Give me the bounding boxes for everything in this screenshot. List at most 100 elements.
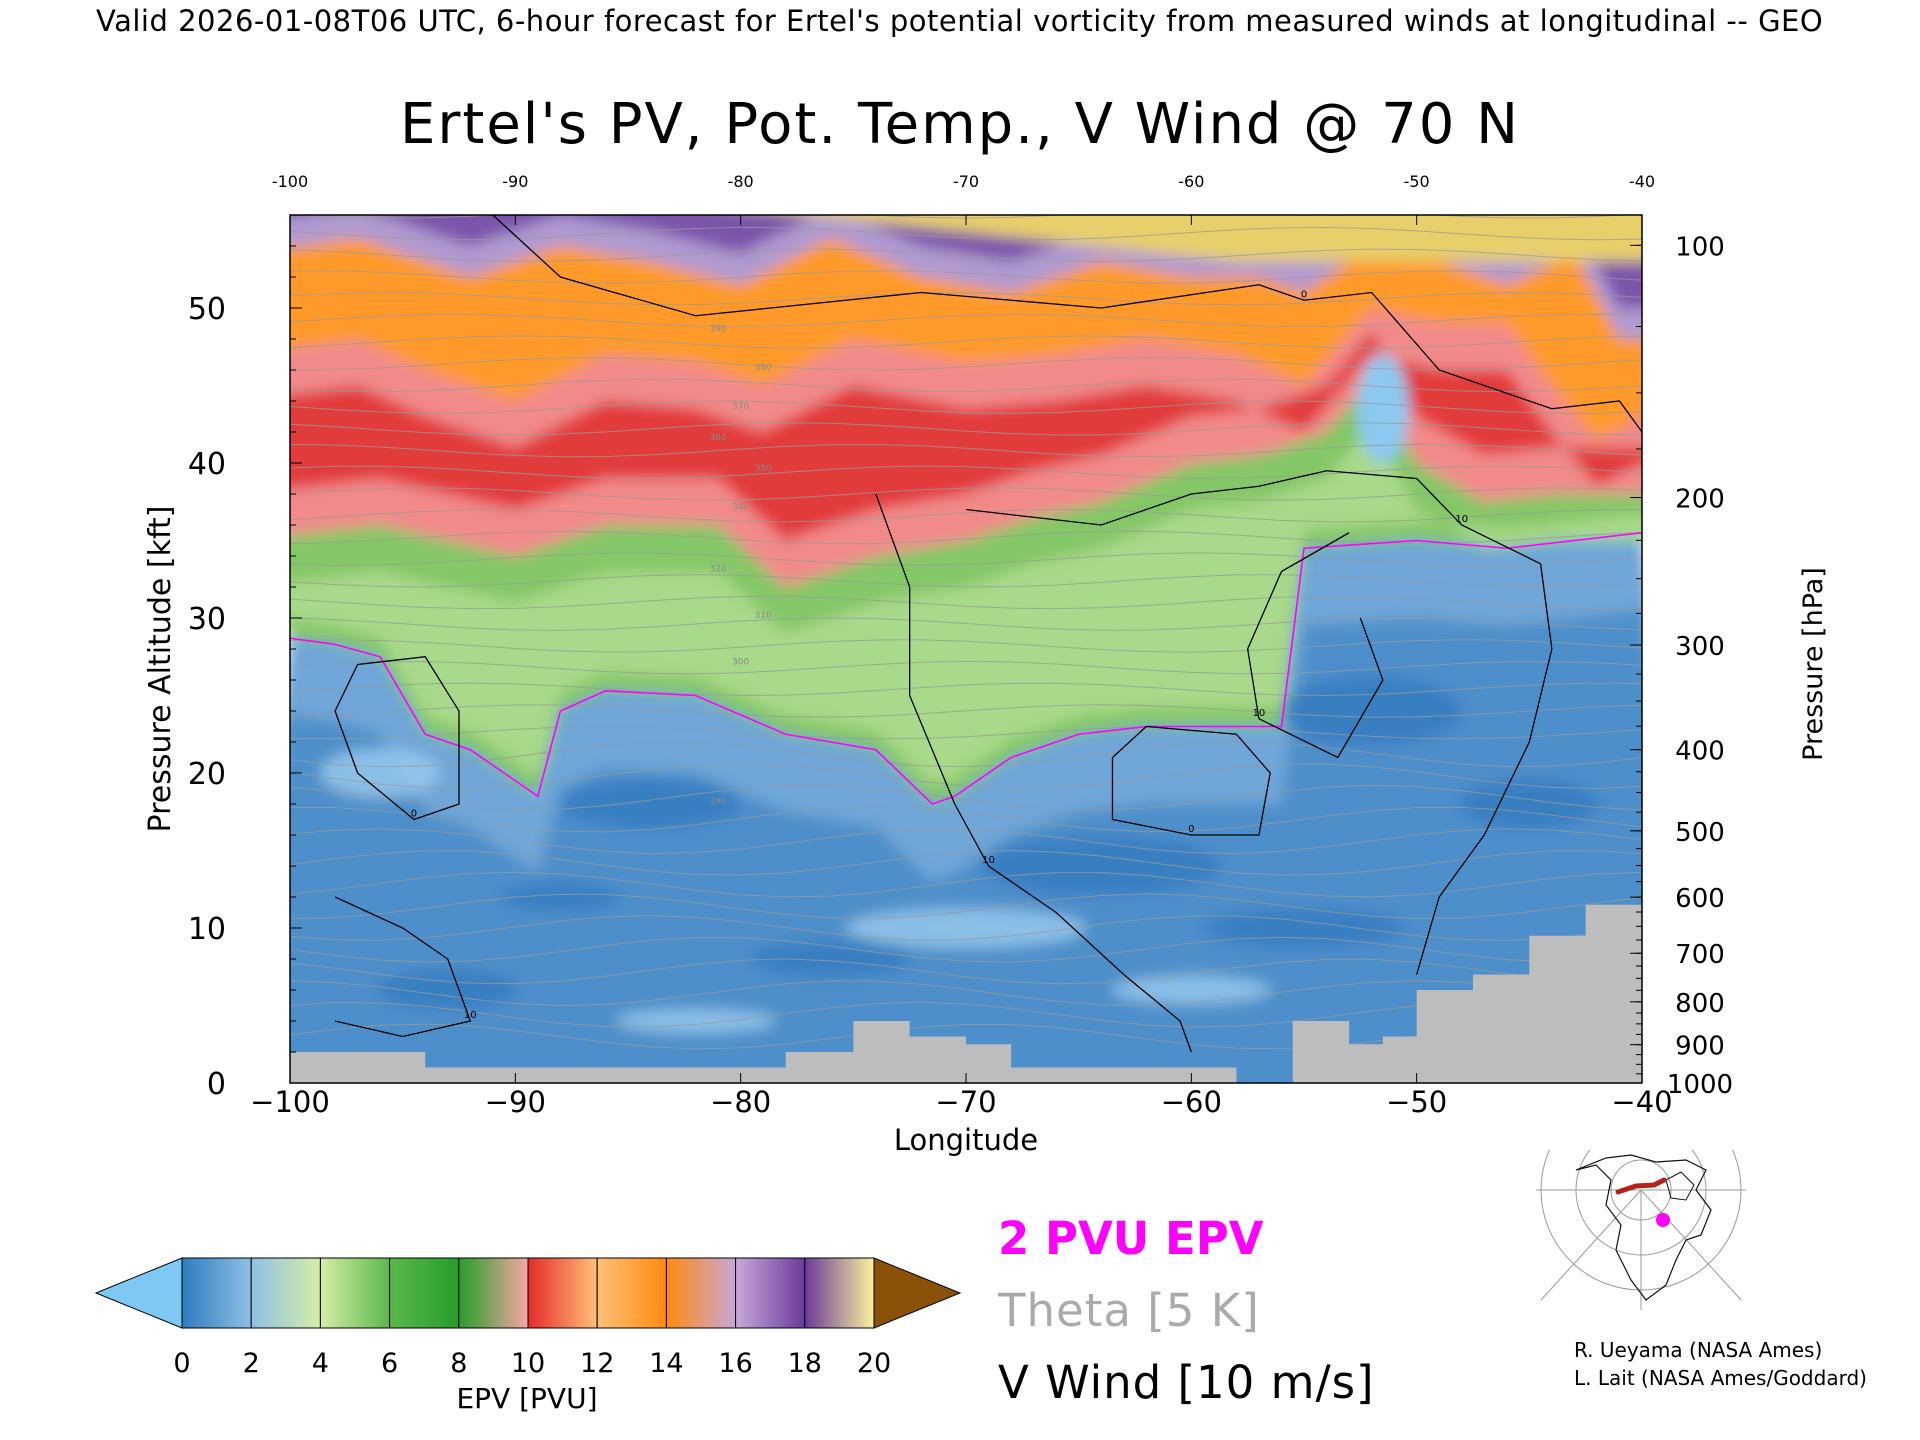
colorbar-tick-label: 16 bbox=[718, 1348, 752, 1379]
theta-isentrope bbox=[290, 849, 1642, 876]
y-tick-label: 10 bbox=[188, 912, 226, 947]
theta-isentrope bbox=[290, 248, 1642, 263]
epv-patch bbox=[560, 779, 741, 829]
theta-isentrope bbox=[290, 530, 1642, 545]
location-map-icon bbox=[1536, 1150, 1746, 1310]
v-wind-contour bbox=[334, 896, 472, 1038]
theta-isentrope bbox=[290, 958, 1642, 985]
location-marker bbox=[1656, 1213, 1670, 1227]
colorbar-tick-label: 10 bbox=[511, 1348, 545, 1379]
p-tick-label: 600 bbox=[1675, 884, 1725, 914]
x-top-tick-label: -80 bbox=[728, 172, 754, 191]
x-top-tick-label: -50 bbox=[1404, 172, 1430, 191]
colorbar-segment bbox=[735, 1257, 806, 1329]
terrain bbox=[290, 904, 1642, 1083]
epv-patch bbox=[981, 836, 1222, 896]
colorbar-segment bbox=[250, 1257, 321, 1329]
colorbar-tick-label: 12 bbox=[580, 1348, 614, 1379]
v-wind-contour bbox=[492, 215, 1642, 433]
colorbar-segment bbox=[319, 1257, 391, 1329]
theta-isentrope bbox=[290, 226, 1642, 241]
colorbar-tick-label: 0 bbox=[173, 1348, 190, 1379]
legend-v-wind: V Wind [10 m/s] bbox=[998, 1356, 1375, 1409]
epv-patch bbox=[1204, 908, 1404, 948]
theta-isentrope bbox=[290, 552, 1642, 566]
credit-line-1: R. Ueyama (NASA Ames) bbox=[1574, 1338, 1823, 1362]
y-tick-label: 30 bbox=[188, 602, 226, 637]
theta-isentrope bbox=[290, 704, 1642, 718]
epv-shading bbox=[290, 215, 1642, 1083]
theta-isentrope bbox=[290, 270, 1642, 284]
theta-isentrope bbox=[290, 422, 1642, 436]
y-tick-label: 50 bbox=[188, 292, 226, 327]
epv-band bbox=[290, 424, 1642, 786]
epv-patch bbox=[846, 908, 1086, 948]
x-top-tick-label: -70 bbox=[953, 172, 979, 191]
p-tick-label: 300 bbox=[1675, 632, 1725, 662]
theta-isentrope bbox=[290, 378, 1642, 393]
epv-band bbox=[290, 532, 1642, 882]
x-tick-label: −90 bbox=[485, 1085, 546, 1119]
theta-label: 370 bbox=[732, 402, 749, 412]
v-wind-label: 10 bbox=[464, 1010, 477, 1021]
contour-overlay: 290 300 310 320 340 350 360 370 380 390 0 0 10 0 10 10 1… bbox=[290, 215, 1642, 1083]
x-axis-label: Longitude bbox=[894, 1123, 1038, 1157]
colorbar-segment bbox=[181, 1257, 252, 1329]
theta-label: 300 bbox=[732, 658, 749, 668]
colorbar-tick-label: 20 bbox=[857, 1348, 891, 1379]
theta-label: 390 bbox=[710, 324, 727, 334]
legend-epv-line: 2 PVU EPV bbox=[998, 1212, 1264, 1265]
v-wind-contour bbox=[965, 470, 1553, 975]
theta-isentrope bbox=[290, 595, 1642, 610]
v-wind-label: 0 bbox=[1188, 824, 1194, 835]
colorbar-tick-label: 6 bbox=[381, 1348, 398, 1379]
colorbar-segment bbox=[389, 1257, 460, 1329]
colorbar-max-arrow bbox=[873, 1257, 962, 1329]
theta-isentrope bbox=[290, 682, 1642, 696]
epv-band bbox=[290, 331, 1642, 541]
theta-isentrope bbox=[290, 465, 1642, 479]
p-tick-label: 200 bbox=[1675, 484, 1725, 514]
v-wind-label: 10 bbox=[1455, 514, 1468, 525]
theta-isentrope bbox=[290, 806, 1642, 833]
chart-title: Ertel's PV, Pot. Temp., V Wind @ 70 N bbox=[399, 92, 1521, 157]
p-tick-label: 700 bbox=[1675, 940, 1725, 970]
theta-isentrope bbox=[290, 639, 1642, 653]
colorbar-tick-label: 8 bbox=[450, 1348, 467, 1379]
theta-isentrope bbox=[290, 660, 1642, 675]
legend-theta: Theta [5 K] bbox=[998, 1284, 1260, 1337]
theta-isentrope bbox=[290, 828, 1642, 855]
x-tick-label: −50 bbox=[1386, 1085, 1447, 1119]
theta-isentrope bbox=[290, 915, 1642, 941]
colorbar-segment bbox=[596, 1257, 667, 1329]
p-tick-label: 900 bbox=[1675, 1032, 1725, 1062]
epv-patch bbox=[615, 1009, 776, 1033]
p-tick-label: 1000 bbox=[1667, 1070, 1733, 1100]
v-wind-label: 10 bbox=[982, 855, 995, 866]
y-tick-label: 20 bbox=[188, 757, 226, 792]
colorbar-segment bbox=[804, 1257, 875, 1329]
y-axis-label: Pressure Altitude [kft] bbox=[143, 506, 178, 833]
colorbar-segment bbox=[458, 1257, 529, 1329]
v-wind-contour bbox=[1111, 725, 1271, 836]
epv-patch bbox=[500, 883, 621, 911]
theta-isentrope bbox=[290, 574, 1642, 588]
theta-isentrope bbox=[290, 443, 1642, 458]
theta-isentrope bbox=[290, 400, 1642, 414]
y-tick-label: 40 bbox=[188, 447, 226, 482]
x-top-tick-label: -90 bbox=[502, 172, 528, 191]
x-tick-label: −40 bbox=[1611, 1085, 1672, 1119]
theta-label: 360 bbox=[710, 433, 727, 443]
x-top-tick-label: -60 bbox=[1178, 172, 1204, 191]
theta-isentrope bbox=[290, 763, 1642, 789]
epv-band bbox=[290, 238, 1642, 440]
colorbar: 0 2 4 6 8 10 12 14 16 18 20 bbox=[94, 1257, 962, 1379]
colorbar-segment bbox=[665, 1257, 737, 1329]
cross-section-path bbox=[1615, 1177, 1667, 1195]
forecast-header: Valid 2026-01-08T06 UTC, 6-hour forecast… bbox=[96, 4, 1824, 38]
theta-isentrope bbox=[290, 335, 1642, 349]
theta-isentrope bbox=[290, 725, 1642, 740]
p-tick-label: 100 bbox=[1675, 232, 1725, 262]
epv-patch bbox=[750, 941, 911, 977]
